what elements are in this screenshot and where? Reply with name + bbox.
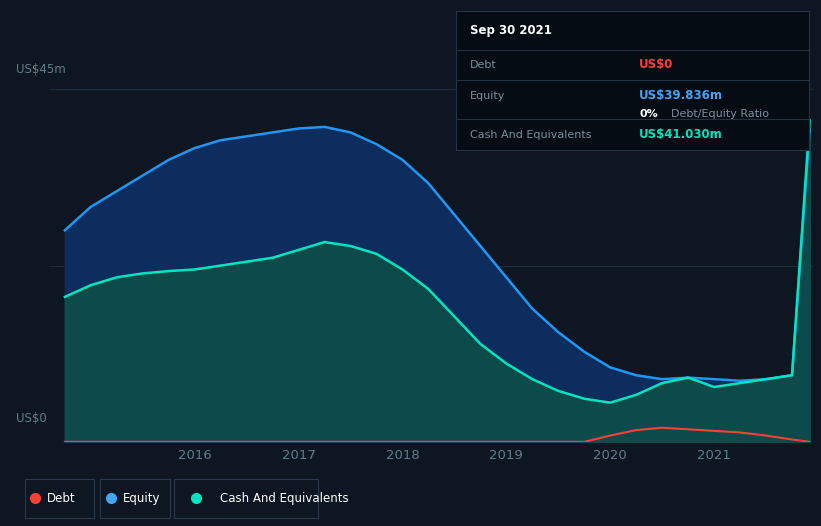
Text: 0%: 0%: [640, 109, 658, 119]
Text: US$0: US$0: [640, 58, 673, 72]
Text: US$39.836m: US$39.836m: [640, 89, 723, 102]
Text: Cash And Equivalents: Cash And Equivalents: [470, 129, 591, 139]
Text: Equity: Equity: [122, 492, 160, 505]
Text: Debt/Equity Ratio: Debt/Equity Ratio: [671, 109, 769, 119]
Text: Debt: Debt: [47, 492, 76, 505]
Text: Cash And Equivalents: Cash And Equivalents: [220, 492, 349, 505]
Text: US$41.030m: US$41.030m: [640, 128, 723, 141]
Text: Equity: Equity: [470, 90, 505, 100]
Text: US$0: US$0: [16, 412, 47, 424]
Text: US$45m: US$45m: [16, 63, 67, 76]
Text: Debt: Debt: [470, 60, 497, 70]
Text: Sep 30 2021: Sep 30 2021: [470, 24, 552, 36]
